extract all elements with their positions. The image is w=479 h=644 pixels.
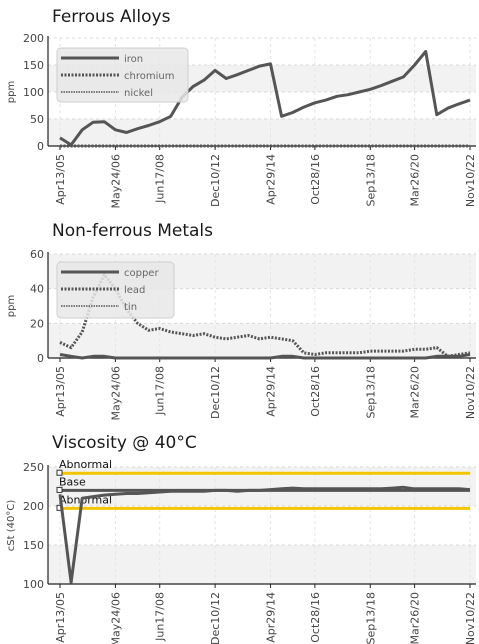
y-axis-label: cSt (40°C) [6, 500, 17, 552]
series-line-viscosity [58, 485, 471, 584]
x-tick-label: May24/06 [109, 592, 122, 644]
x-tick-label: May24/06 [109, 366, 122, 420]
x-tick-label: Oct28/16 [309, 154, 322, 205]
y-tick-label: 200 [23, 32, 44, 45]
y-tick-label: 50 [30, 113, 44, 126]
non-ferrous-metals-chart: 0 20 40 60 ppm Apr13/05 May24/06 Jun17/08 Dec10/… [6, 248, 477, 420]
y-tick-label: 200 [23, 500, 44, 513]
y-tick-label: 250 [23, 461, 44, 474]
x-tick-label: Apr13/05 [54, 366, 67, 417]
legend-label: nickel [124, 88, 153, 99]
y-tick-label: 60 [30, 248, 44, 261]
ferrous-alloys-panel: Ferrous Alloys 0 50 100 150 200 ppm Apr13/05 Ma… [0, 0, 479, 215]
x-tick-label: Nov10/22 [464, 366, 477, 419]
legend-label: chromium [124, 71, 174, 82]
x-tick-label: Mar26/20 [409, 366, 422, 418]
viscosity-chart: 100 150 200 250 cSt (40°C) Apr13/05 May24/06 Ju… [6, 458, 477, 644]
x-tick-label: Oct28/16 [309, 366, 322, 417]
reference-label: Base [59, 475, 86, 488]
chart-title: Ferrous Alloys [52, 7, 171, 27]
y-tick-label: 100 [23, 86, 44, 99]
y-tick-label: 150 [23, 59, 44, 72]
x-tick-label: May24/06 [109, 154, 122, 208]
x-tick-label: Dec10/12 [209, 366, 222, 419]
legend-label: lead [124, 285, 145, 296]
x-tick-label: Jun17/08 [154, 592, 167, 642]
x-tick-label: Dec10/12 [209, 592, 222, 644]
y-axis-label: ppm [6, 81, 17, 103]
x-tick-label: Apr13/05 [54, 154, 67, 205]
x-tick-label: Apr29/14 [265, 154, 278, 205]
grid-band [48, 545, 476, 584]
ferrous-alloys-chart: 0 50 100 150 200 ppm Apr13/05 May24/06 Jun17/08 D… [6, 32, 477, 208]
x-tick-label: Apr29/14 [265, 366, 278, 417]
x-tick-label: Oct28/16 [309, 592, 322, 643]
series-line-iron [59, 50, 471, 147]
reference-marker [56, 469, 63, 476]
reference-marker [56, 486, 63, 493]
x-tick-label: Jun17/08 [154, 366, 167, 416]
reference-label: Abnormal [59, 458, 112, 471]
legend-label: tin [124, 302, 137, 313]
x-tick-label: Mar26/20 [409, 592, 422, 644]
viscosity-panel: Viscosity @ 40°C 100 150 200 250 cSt (40°C) A… [0, 430, 479, 644]
chart-title: Non-ferrous Metals [52, 221, 214, 241]
x-tick-label: Jun17/08 [154, 154, 167, 204]
x-tick-label: Apr13/05 [54, 592, 67, 643]
y-tick-label: 150 [23, 539, 44, 552]
x-tick-label: Apr29/14 [265, 592, 278, 643]
y-tick-label: 20 [30, 317, 44, 330]
y-axis-label: ppm [6, 295, 17, 317]
y-tick-label: 0 [37, 352, 44, 365]
chart-title: Viscosity @ 40°C [52, 433, 197, 453]
x-tick-label: Sep13/18 [364, 154, 377, 206]
x-tick-label: Nov10/22 [464, 592, 477, 644]
x-tick-label: Sep13/18 [364, 366, 377, 418]
x-tick-label: Mar26/20 [409, 154, 422, 206]
x-tick-label: Nov10/22 [464, 154, 477, 207]
grid-band [48, 119, 476, 146]
legend-label: iron [124, 54, 143, 65]
x-tick-label: Dec10/12 [209, 154, 222, 207]
y-tick-label: 100 [23, 578, 44, 591]
y-tick-label: 0 [37, 140, 44, 153]
y-tick-label: 40 [30, 283, 44, 296]
grid-band [48, 323, 476, 358]
legend-label: copper [124, 268, 159, 279]
legend-box [56, 47, 189, 103]
x-tick-label: Sep13/18 [364, 592, 377, 644]
non-ferrous-metals-panel: Non-ferrous Metals 0 20 40 60 ppm Apr13/05 May… [0, 215, 479, 430]
